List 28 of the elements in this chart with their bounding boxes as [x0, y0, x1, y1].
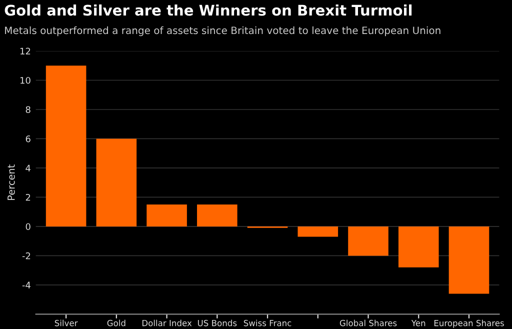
chart-title: Gold and Silver are the Winners on Brexit Turmoil [4, 4, 412, 16]
bar [146, 204, 187, 226]
x-tick-label: European Shares [434, 320, 504, 328]
x-tick-label: Swiss Franc [244, 320, 292, 326]
y-axis-title: Percent [8, 164, 15, 200]
bar [398, 226, 439, 268]
bar [298, 226, 338, 237]
y-tick-label: 8 [26, 106, 30, 114]
chart-subtitle: Metals outperformed a range of assets since Britain voted to leave the European Union [5, 26, 440, 36]
bar [46, 66, 86, 226]
bar [448, 226, 490, 294]
x-tick-label: Global Shares [340, 320, 397, 326]
y-tick-label: -2 [22, 252, 30, 260]
y-tick-label: 12 [20, 48, 30, 54]
bar [197, 204, 238, 226]
y-tick-label: 2 [26, 194, 30, 201]
x-tick-label: Yen [411, 320, 426, 326]
y-tick-label: 6 [26, 135, 30, 142]
y-tick-label: -4 [22, 282, 30, 288]
y-tick-label: 0 [26, 223, 30, 230]
x-tick-label: Silver [54, 320, 78, 326]
x-tick-label: US Bonds [198, 320, 237, 326]
x-tick-label: Dollar Index [142, 320, 192, 326]
y-tick-label: 4 [26, 164, 30, 172]
bar [348, 226, 388, 256]
x-tick-label: Gold [107, 320, 126, 326]
bar [96, 138, 137, 226]
y-tick-label: 10 [20, 76, 30, 84]
